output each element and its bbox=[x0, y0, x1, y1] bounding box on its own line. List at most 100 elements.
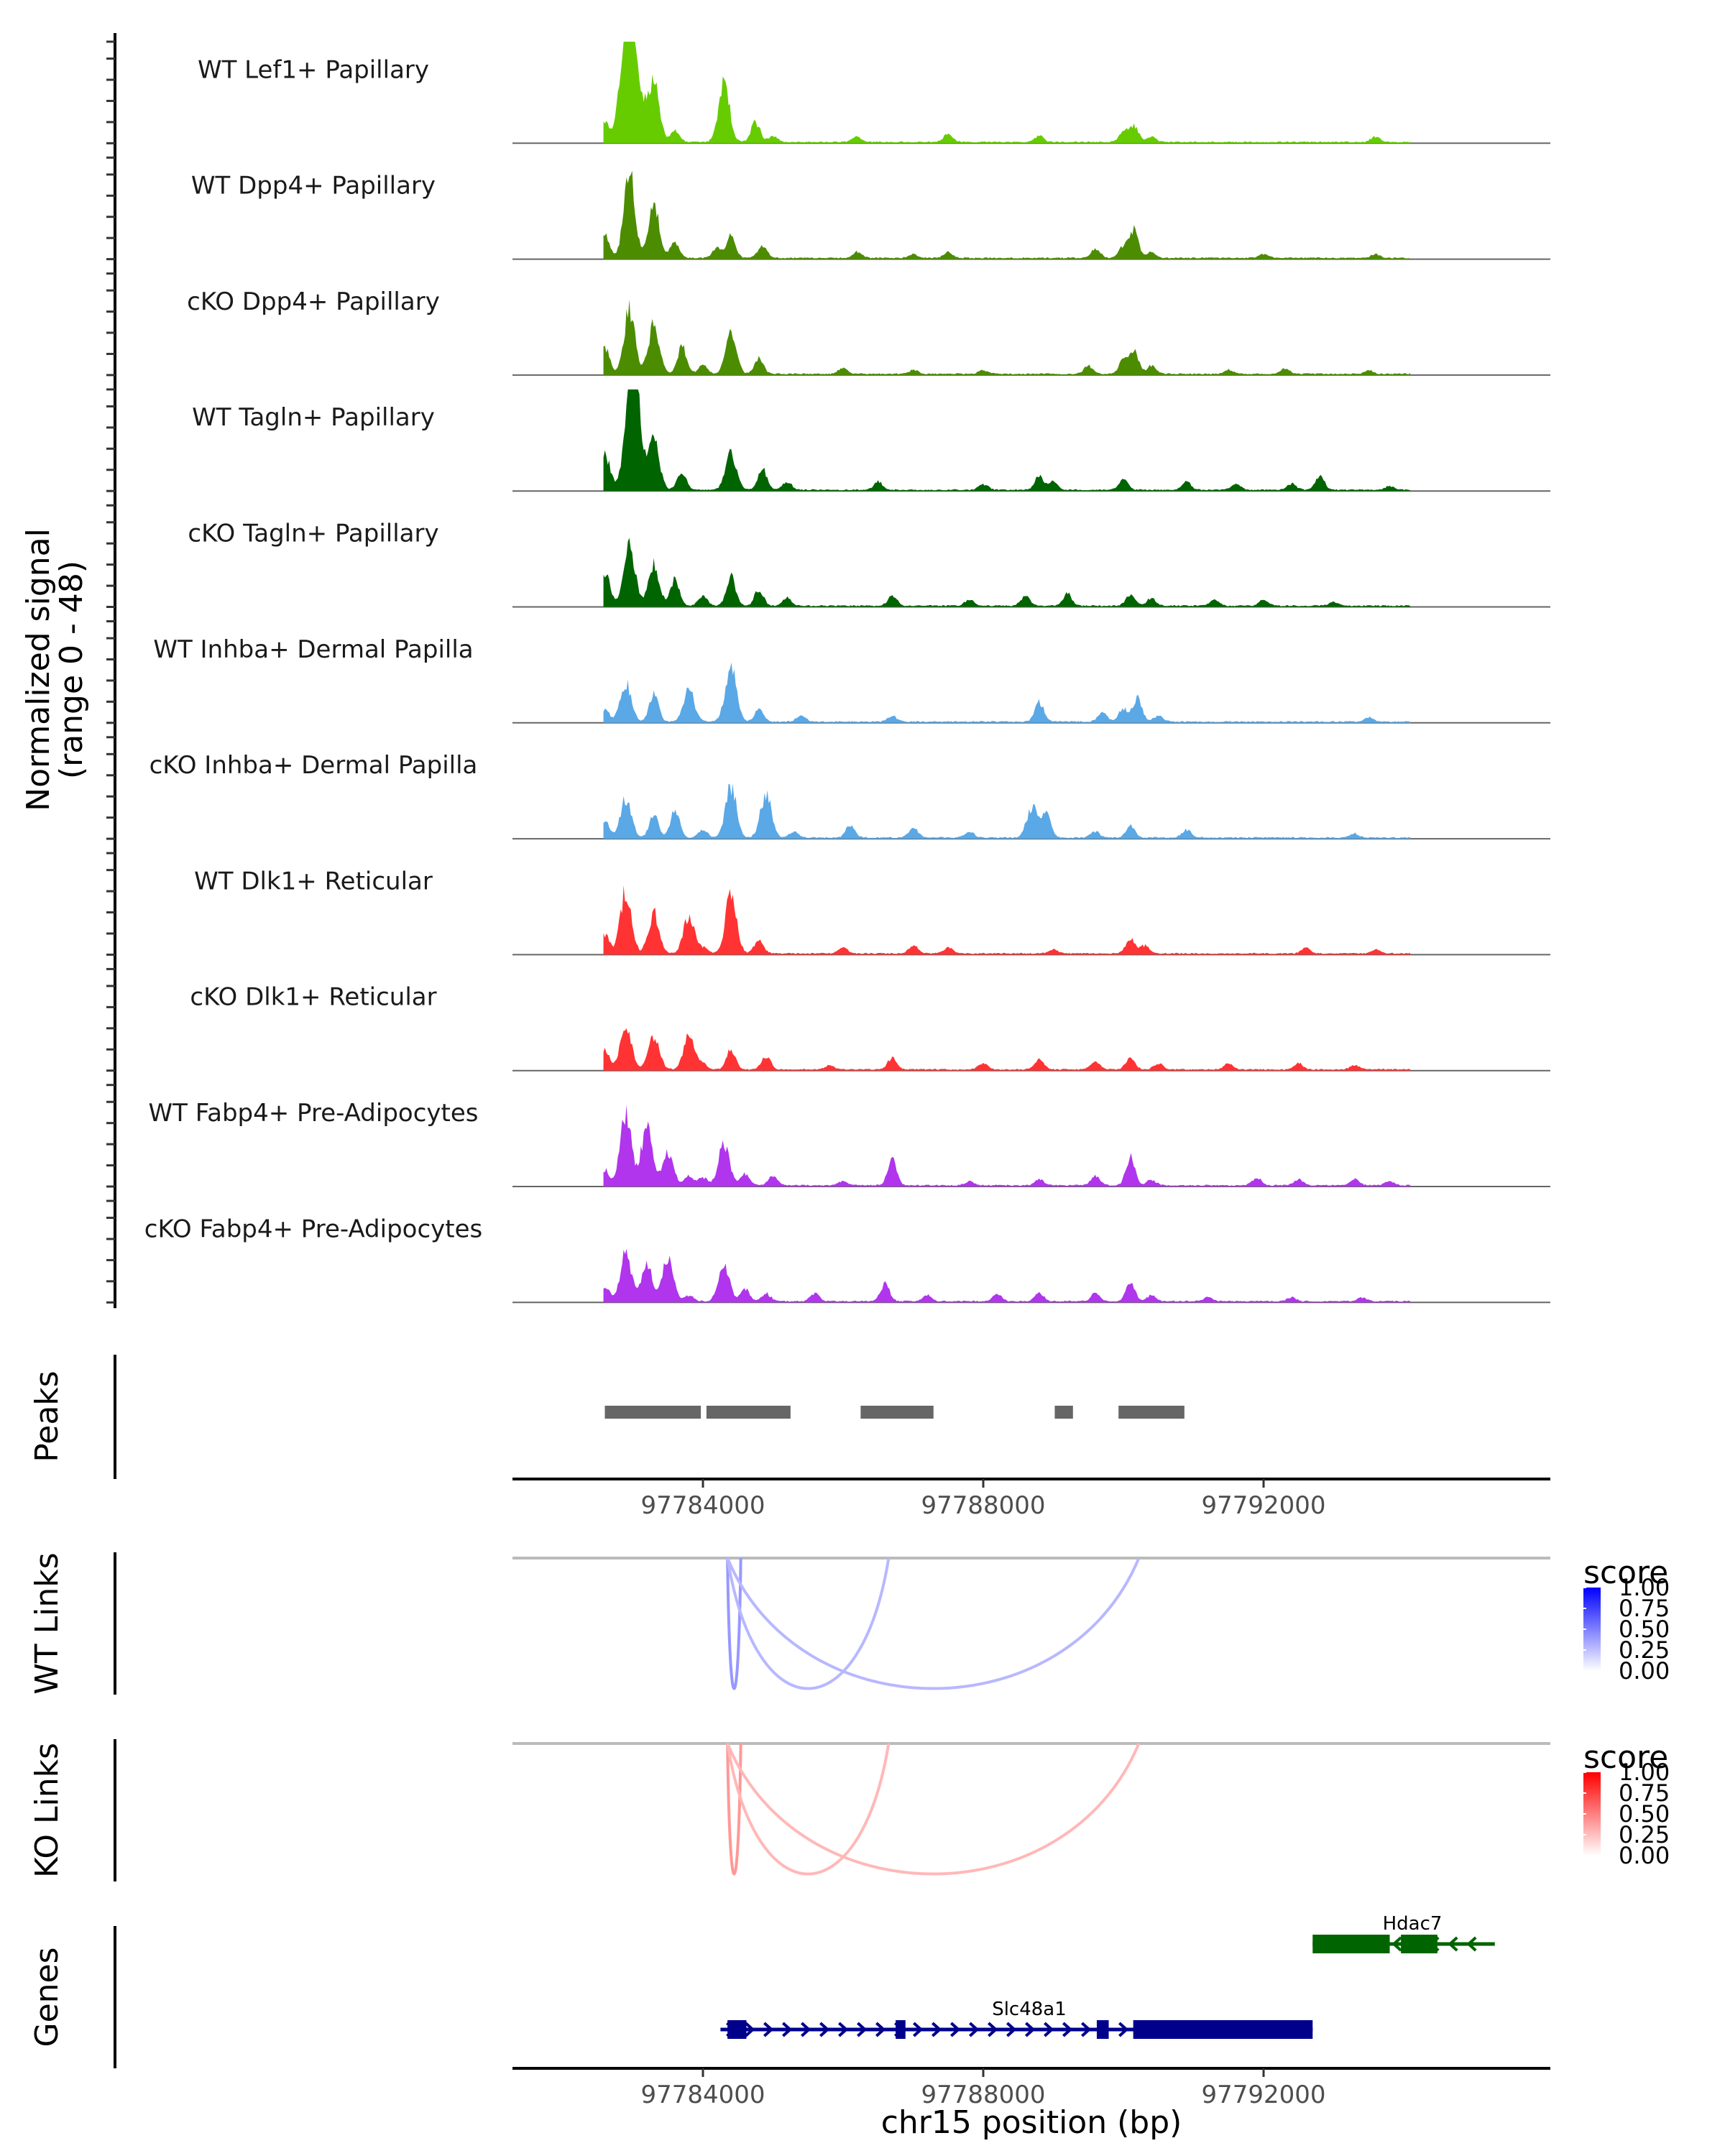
link-arc bbox=[726, 1743, 891, 1876]
strand-arrow-icon bbox=[763, 2022, 774, 2037]
legend-tick-label: 0.50 bbox=[1619, 1616, 1670, 1643]
coverage-y-axis-title-line2: (range 0 - 48) bbox=[53, 561, 90, 779]
gene-label: Slc48a1 bbox=[992, 1999, 1067, 2020]
strand-arrow-icon bbox=[801, 2022, 811, 2037]
coverage-track: cKO Fabp4+ Pre-Adipocytes bbox=[144, 1215, 1550, 1304]
coverage-track: WT Tagln+ Papillary bbox=[192, 389, 1550, 492]
track-label: WT Tagln+ Papillary bbox=[192, 403, 435, 432]
link-arc bbox=[726, 1557, 1141, 1690]
strand-arrow-icon bbox=[950, 2022, 961, 2037]
coverage-area bbox=[603, 885, 1411, 955]
coverage-tracks: WT Lef1+ Papillary WT Dpp4+ Papillary cKO … bbox=[144, 42, 1550, 1304]
gene-exon bbox=[1096, 2020, 1109, 2039]
link-arc bbox=[726, 1743, 1141, 1876]
coverage-track: cKO Tagln+ Papillary bbox=[188, 520, 1550, 608]
coverage-track: WT Lef1+ Papillary bbox=[198, 42, 1550, 144]
strand-arrow-icon bbox=[1006, 2022, 1017, 2037]
strand-arrow-icon bbox=[988, 2022, 998, 2037]
x-tick-label: 97784000 bbox=[640, 1491, 765, 1520]
legend-tick-label: 0.00 bbox=[1619, 1657, 1670, 1685]
track-label: cKO Dpp4+ Papillary bbox=[187, 287, 440, 316]
x-tick-label: 97784000 bbox=[640, 2081, 765, 2109]
strand-arrow-icon bbox=[857, 2022, 868, 2037]
gene-hdac7: Hdac7 bbox=[1312, 1913, 1495, 1953]
peaks-track bbox=[604, 1406, 1184, 1419]
legend-tick-label: 0.75 bbox=[1619, 1595, 1670, 1622]
peaks-x-axis: 97784000 97788000 97792000 bbox=[512, 1478, 1550, 1520]
x-tick-label: 97792000 bbox=[1201, 1491, 1325, 1520]
strand-arrow-icon bbox=[1448, 1936, 1458, 1952]
peaks-panel-title: Peaks bbox=[29, 1370, 65, 1462]
link-arc bbox=[726, 1743, 742, 1876]
coverage-area bbox=[603, 42, 1411, 144]
peak-interval bbox=[706, 1406, 791, 1419]
coverage-track: cKO Dlk1+ Reticular bbox=[190, 983, 1550, 1072]
strand-arrow-icon bbox=[1466, 1936, 1477, 1952]
gene-exon bbox=[1133, 2020, 1313, 2039]
coverage-track: WT Fabp4+ Pre-Adipocytes bbox=[149, 1099, 1550, 1187]
coverage-track: cKO Dpp4+ Papillary bbox=[187, 287, 1550, 376]
coverage-area bbox=[603, 538, 1411, 607]
legend-tick-label: 0.25 bbox=[1619, 1821, 1670, 1848]
link-arc bbox=[726, 1557, 891, 1690]
track-label: cKO Tagln+ Papillary bbox=[188, 520, 438, 548]
coverage-area bbox=[603, 1105, 1411, 1187]
coverage-area bbox=[603, 783, 1411, 839]
wt-links-panel-title: WT Links bbox=[29, 1552, 65, 1694]
genes-x-axis: 97784000 97788000 97792000 bbox=[512, 2067, 1550, 2109]
link-arc bbox=[726, 1557, 742, 1690]
links-tracks bbox=[512, 1557, 1550, 1876]
coverage-area bbox=[603, 662, 1411, 723]
legend-tick-label: 0.75 bbox=[1619, 1779, 1670, 1807]
strand-arrow-icon bbox=[745, 2022, 755, 2037]
gene-label: Hdac7 bbox=[1383, 1913, 1443, 1935]
gene-exon bbox=[727, 2020, 747, 2039]
coverage-area bbox=[603, 170, 1411, 259]
strand-arrow-icon bbox=[932, 2022, 942, 2037]
peak-interval bbox=[1118, 1406, 1184, 1419]
track-label: WT Dpp4+ Papillary bbox=[191, 172, 436, 201]
strand-arrow-icon bbox=[1392, 1936, 1402, 1952]
coverage-area bbox=[603, 1248, 1411, 1303]
coverage-area bbox=[603, 1028, 1411, 1071]
legend-tick-label: 1.00 bbox=[1619, 1759, 1670, 1786]
track-label: cKO Inhba+ Dermal Papilla bbox=[150, 751, 478, 780]
coverage-y-axis-title-line1: Normalized signal bbox=[20, 528, 57, 811]
strand-arrow-icon bbox=[875, 2022, 886, 2037]
x-axis-title: chr15 position (bp) bbox=[881, 2104, 1182, 2141]
peak-interval bbox=[604, 1406, 702, 1419]
coverage-track: WT Dpp4+ Papillary bbox=[191, 170, 1550, 260]
coverage-track: cKO Inhba+ Dermal Papilla bbox=[150, 751, 1550, 840]
track-label: WT Dlk1+ Reticular bbox=[194, 867, 433, 895]
legend-tick-label: 0.25 bbox=[1619, 1636, 1670, 1664]
coverage-area bbox=[603, 299, 1411, 375]
track-label: cKO Dlk1+ Reticular bbox=[190, 983, 436, 1012]
strand-arrow-icon bbox=[819, 2022, 830, 2037]
track-label: cKO Fabp4+ Pre-Adipocytes bbox=[144, 1215, 483, 1243]
gene-exon bbox=[1401, 1935, 1438, 1953]
track-label: WT Fabp4+ Pre-Adipocytes bbox=[149, 1099, 479, 1128]
legend-tick-label: 1.00 bbox=[1619, 1574, 1670, 1601]
legend-tick-label: 0.50 bbox=[1619, 1800, 1670, 1828]
ko-legend-title: score bbox=[1583, 1739, 1668, 1776]
wt-links-legend: score 1.000.750.500.250.00 bbox=[1583, 1554, 1670, 1685]
gene-slc48a1: Slc48a1 bbox=[720, 1999, 1313, 2039]
gene-exon bbox=[896, 2020, 906, 2039]
x-tick-label: 97792000 bbox=[1201, 2081, 1325, 2109]
x-tick-label: 97788000 bbox=[921, 1491, 1045, 1520]
strand-arrow-icon bbox=[969, 2022, 980, 2037]
track-label: WT Lef1+ Papillary bbox=[198, 55, 429, 84]
strand-arrow-icon bbox=[913, 2022, 924, 2037]
coverage-track: WT Dlk1+ Reticular bbox=[194, 867, 1550, 956]
strand-arrow-icon bbox=[782, 2022, 793, 2037]
peak-interval bbox=[860, 1406, 934, 1419]
gene-exon bbox=[1312, 1935, 1390, 1953]
coverage-area bbox=[603, 389, 1411, 492]
peak-interval bbox=[1054, 1406, 1073, 1419]
genes-track: Hdac7 Slc48a1 bbox=[720, 1913, 1495, 2039]
strand-arrow-icon bbox=[838, 2022, 849, 2037]
ko-links-legend: score 1.000.750.500.250.00 bbox=[1583, 1739, 1670, 1869]
wt-legend-title: score bbox=[1583, 1554, 1668, 1591]
track-label: WT Inhba+ Dermal Papilla bbox=[153, 635, 473, 664]
